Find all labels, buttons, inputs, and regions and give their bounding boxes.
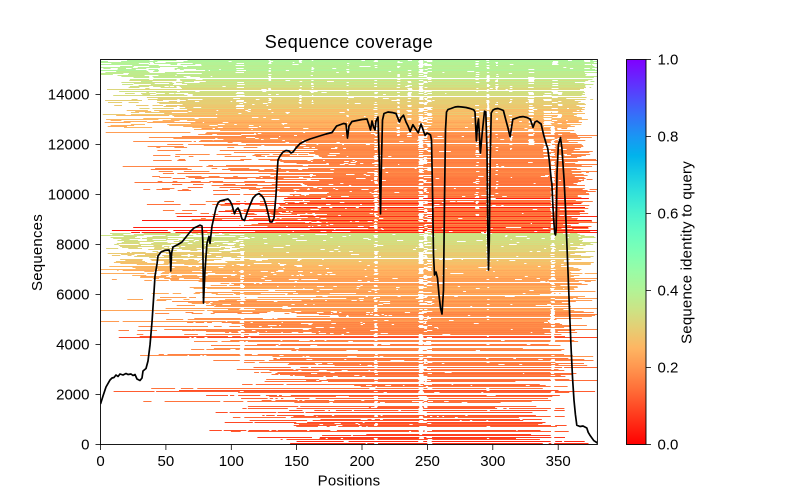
svg-text:0.0: 0.0 xyxy=(658,437,679,454)
svg-text:50: 50 xyxy=(158,453,175,470)
svg-text:0: 0 xyxy=(81,437,89,454)
svg-text:8000: 8000 xyxy=(56,237,89,254)
svg-text:350: 350 xyxy=(546,453,571,470)
svg-text:150: 150 xyxy=(284,453,309,470)
svg-text:14000: 14000 xyxy=(48,87,90,104)
svg-text:2000: 2000 xyxy=(56,387,89,404)
svg-text:250: 250 xyxy=(415,453,440,470)
svg-text:6000: 6000 xyxy=(56,287,89,304)
svg-text:100: 100 xyxy=(219,453,244,470)
svg-text:0.6: 0.6 xyxy=(658,206,679,223)
svg-text:12000: 12000 xyxy=(48,137,90,154)
svg-text:0.2: 0.2 xyxy=(658,360,679,377)
svg-text:Sequence coverage: Sequence coverage xyxy=(265,32,434,52)
svg-text:200: 200 xyxy=(349,453,374,470)
svg-text:0.4: 0.4 xyxy=(658,283,679,300)
svg-text:10000: 10000 xyxy=(48,187,90,204)
svg-text:0: 0 xyxy=(96,453,104,470)
svg-text:300: 300 xyxy=(480,453,505,470)
svg-text:4000: 4000 xyxy=(56,337,89,354)
svg-text:1.0: 1.0 xyxy=(658,52,679,69)
svg-text:Sequence identity to query: Sequence identity to query xyxy=(679,161,696,344)
svg-text:Positions: Positions xyxy=(318,473,381,490)
svg-text:0.8: 0.8 xyxy=(658,129,679,146)
svg-text:Sequences: Sequences xyxy=(29,214,46,291)
